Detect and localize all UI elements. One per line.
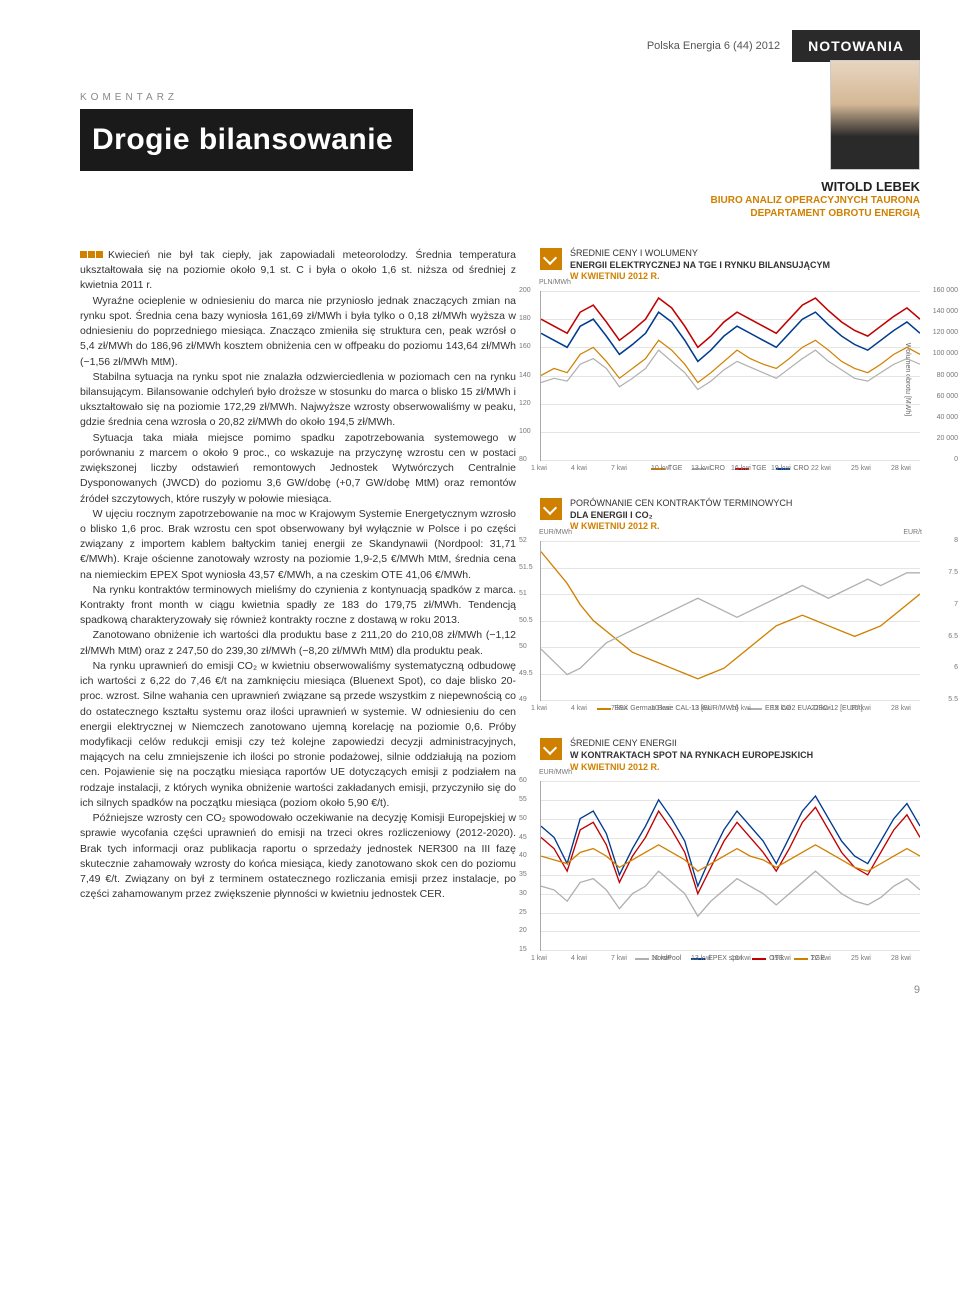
legend-item: EEX CO2 EUA DEC-12 [EUR/t] [748, 705, 863, 712]
chart3-title-sub: W KWIETNIU 2012 R. [570, 762, 660, 772]
body-paragraph: Na rynku kontraktów terminowych mieliśmy… [80, 583, 516, 629]
chart2-title-bold: DLA ENERGII I CO₂ [570, 510, 653, 520]
section-tag: NOTOWANIA [792, 30, 920, 62]
author-name: WITOLD LEBEK [80, 179, 920, 194]
article-body: Kwiecień nie był tak ciepły, jak zapowia… [80, 248, 516, 988]
chart-1: ŚREDNIE CENY I WOLUMENY ENERGII ELEKTRYC… [540, 248, 920, 472]
body-paragraph: Na rynku uprawnień do emisji CO₂ w kwiet… [80, 659, 516, 811]
article-title: Drogie bilansowanie [92, 123, 393, 157]
chart2-title-sub: W KWIETNIU 2012 R. [570, 521, 660, 531]
body-paragraph: Zanotowano obniżenie ich wartości dla pr… [80, 628, 516, 658]
chart3-title-bold: W KONTRAKTACH SPOT NA RYNKACH EUROPEJSKI… [570, 750, 813, 760]
author-dept2: DEPARTAMENT OBROTU ENERGIĄ [80, 207, 920, 220]
chart1-title-sub: W KWIETNIU 2012 R. [570, 271, 660, 281]
chart-3: ŚREDNIE CENY ENERGII W KONTRAKTACH SPOT … [540, 738, 920, 962]
body-paragraph: Wyraźne ocieplenie w odniesieniu do marc… [80, 294, 516, 370]
arrow-icon [540, 248, 562, 270]
chart2-title-pre: PORÓWNANIE CEN KONTRAKTÓW TERMINOWYCH [570, 498, 792, 508]
chart3-title-pre: ŚREDNIE CENY ENERGII [570, 738, 677, 748]
arrow-icon [540, 498, 562, 520]
kicker: KOMENTARZ [80, 92, 920, 103]
body-paragraph: Kwiecień nie był tak ciepły, jak zapowia… [80, 248, 516, 294]
title-bar: Drogie bilansowanie [80, 109, 413, 171]
body-paragraph: W ujęciu rocznym zapotrzebowanie na moc … [80, 507, 516, 583]
chart1-title-bold: ENERGII ELEKTRYCZNEJ NA TGE I RYNKU BILA… [570, 260, 830, 270]
body-paragraph: Stabilna sytuacja na rynku spot nie znal… [80, 370, 516, 431]
issue-label: Polska Energia 6 (44) 2012 [647, 40, 780, 52]
chart1-title-pre: ŚREDNIE CENY I WOLUMENY [570, 248, 698, 258]
page-number: 9 [914, 984, 920, 996]
arrow-icon [540, 738, 562, 760]
author-dept1: BIURO ANALIZ OPERACYJNYCH TAURONA [80, 194, 920, 207]
body-paragraph: Późniejsze wzrosty cen CO₂ spowodowało o… [80, 811, 516, 902]
body-paragraph: Sytuacja taka miała miejsce pomimo spadk… [80, 431, 516, 507]
chart-2: PORÓWNANIE CEN KONTRAKTÓW TERMINOWYCH DL… [540, 498, 920, 712]
